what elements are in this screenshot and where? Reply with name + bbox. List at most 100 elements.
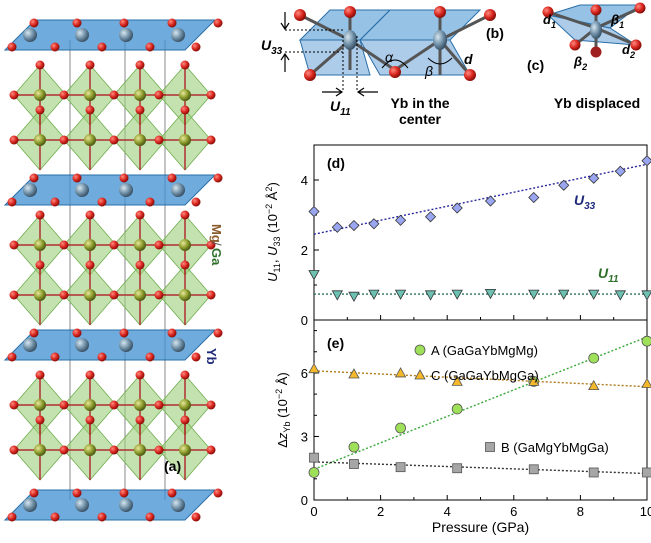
u11-arrow-left [322,87,344,97]
mgga-atom [134,239,146,251]
data-point [452,463,463,474]
oxygen-atom [135,370,145,380]
oxygen-atom [50,42,60,52]
data-point [641,377,651,388]
oxygen-atom [35,260,45,270]
oxygen-atom [29,328,39,338]
u11-label: U11 [330,98,351,118]
oxygen-atom [72,488,82,498]
data-point [588,379,600,391]
yb-atom [23,28,37,42]
beta-label: β [424,63,433,79]
mgga-atom [34,239,46,251]
fit-line-u33 [313,163,648,235]
data-point [348,368,360,379]
y-tick-label: 0 [301,313,308,328]
oxygen-atom [135,105,145,115]
data-point-u33 [641,155,651,167]
yb-displaced-label: Yb displaced [554,95,640,111]
beta1-label: β1 [610,12,624,30]
oxygen-atom [180,105,190,115]
oxygen-atom [29,488,39,498]
yb-atom [343,30,357,50]
oxygen-atom [167,173,177,183]
oxygen-atom [29,173,39,183]
oxygen-atom [35,60,45,70]
oxygen-atom [59,90,69,100]
yb-atom [75,338,89,352]
panel-d-label: (d) [327,155,345,171]
legend-marker [485,442,495,452]
data-point-u11 [641,290,651,301]
legend-marker [414,369,426,380]
bond [595,6,641,30]
oxygen-atom [109,445,119,455]
yb-atom [433,30,447,50]
oxygen-atom [180,370,190,380]
data-point [348,441,360,453]
oxygen-atom [85,105,95,115]
oxygen-atom [434,6,446,18]
oxygen-atom [135,260,145,270]
yb-atom [75,183,89,197]
yb-atom [171,498,185,512]
oxygen-atom [206,240,216,250]
alpha-label: α [385,49,394,65]
u33-label: U33 [261,37,283,57]
bond [299,13,351,42]
oxygen-atom [154,240,164,250]
oxygen-atom [154,290,164,300]
data-point [588,352,600,364]
yb-atom [119,183,133,197]
mgga-atom [84,289,96,301]
panel-a-label: (a) [164,458,181,474]
data-point-u11 [394,289,407,300]
mgga-atom [179,239,191,251]
oxygen-atom [167,328,177,338]
u33-arrow-bottom [280,52,290,72]
y-tick-label: 6 [301,366,308,381]
data-point-u33 [528,191,540,204]
oxygen-atom [180,415,190,425]
oxygen-atom [35,370,45,380]
oxygen-atom [484,9,496,21]
d2-label: d2 [622,42,635,60]
oxygen-atom [213,173,223,183]
oxygen-atom [9,240,19,250]
data-point-u33 [424,211,437,223]
oxygen-atom [85,60,95,70]
data-point [395,462,406,473]
data-point [395,422,406,434]
yb-atom [23,183,37,197]
x-axis-label: Pressure (GPa) [432,519,529,535]
beta-arc [427,57,453,65]
oxygen-atom [206,445,216,455]
u11-series-label: U11 [598,265,619,285]
yb-displaced-schematic [542,2,646,58]
oxygen-atom [97,42,107,52]
data-point [528,464,539,475]
data-point [308,467,320,478]
yb-atom [75,28,89,42]
mgga-atom [34,399,46,411]
oxygen-atom [29,18,39,28]
oxygen-atom [634,2,646,14]
oxygen-atom [389,66,401,78]
oxygen-atom [180,210,190,220]
data-point [308,362,320,374]
yb-atom [171,183,185,197]
mgga-atom [84,89,96,101]
mgga-atom [84,444,96,456]
mgga-atom [84,239,96,251]
mgga-atom [134,444,146,456]
oxygen-atom [59,135,69,145]
oxygen-atom [109,400,119,410]
oxygen-atom [109,290,119,300]
oxygen-atom [7,512,17,522]
oxygen-atom [35,210,45,220]
data-point [451,403,463,415]
oxygen-atom [206,90,216,100]
data-point-u11 [614,290,627,301]
oxygen-atom [119,328,129,338]
oxygen-atom [569,39,581,51]
